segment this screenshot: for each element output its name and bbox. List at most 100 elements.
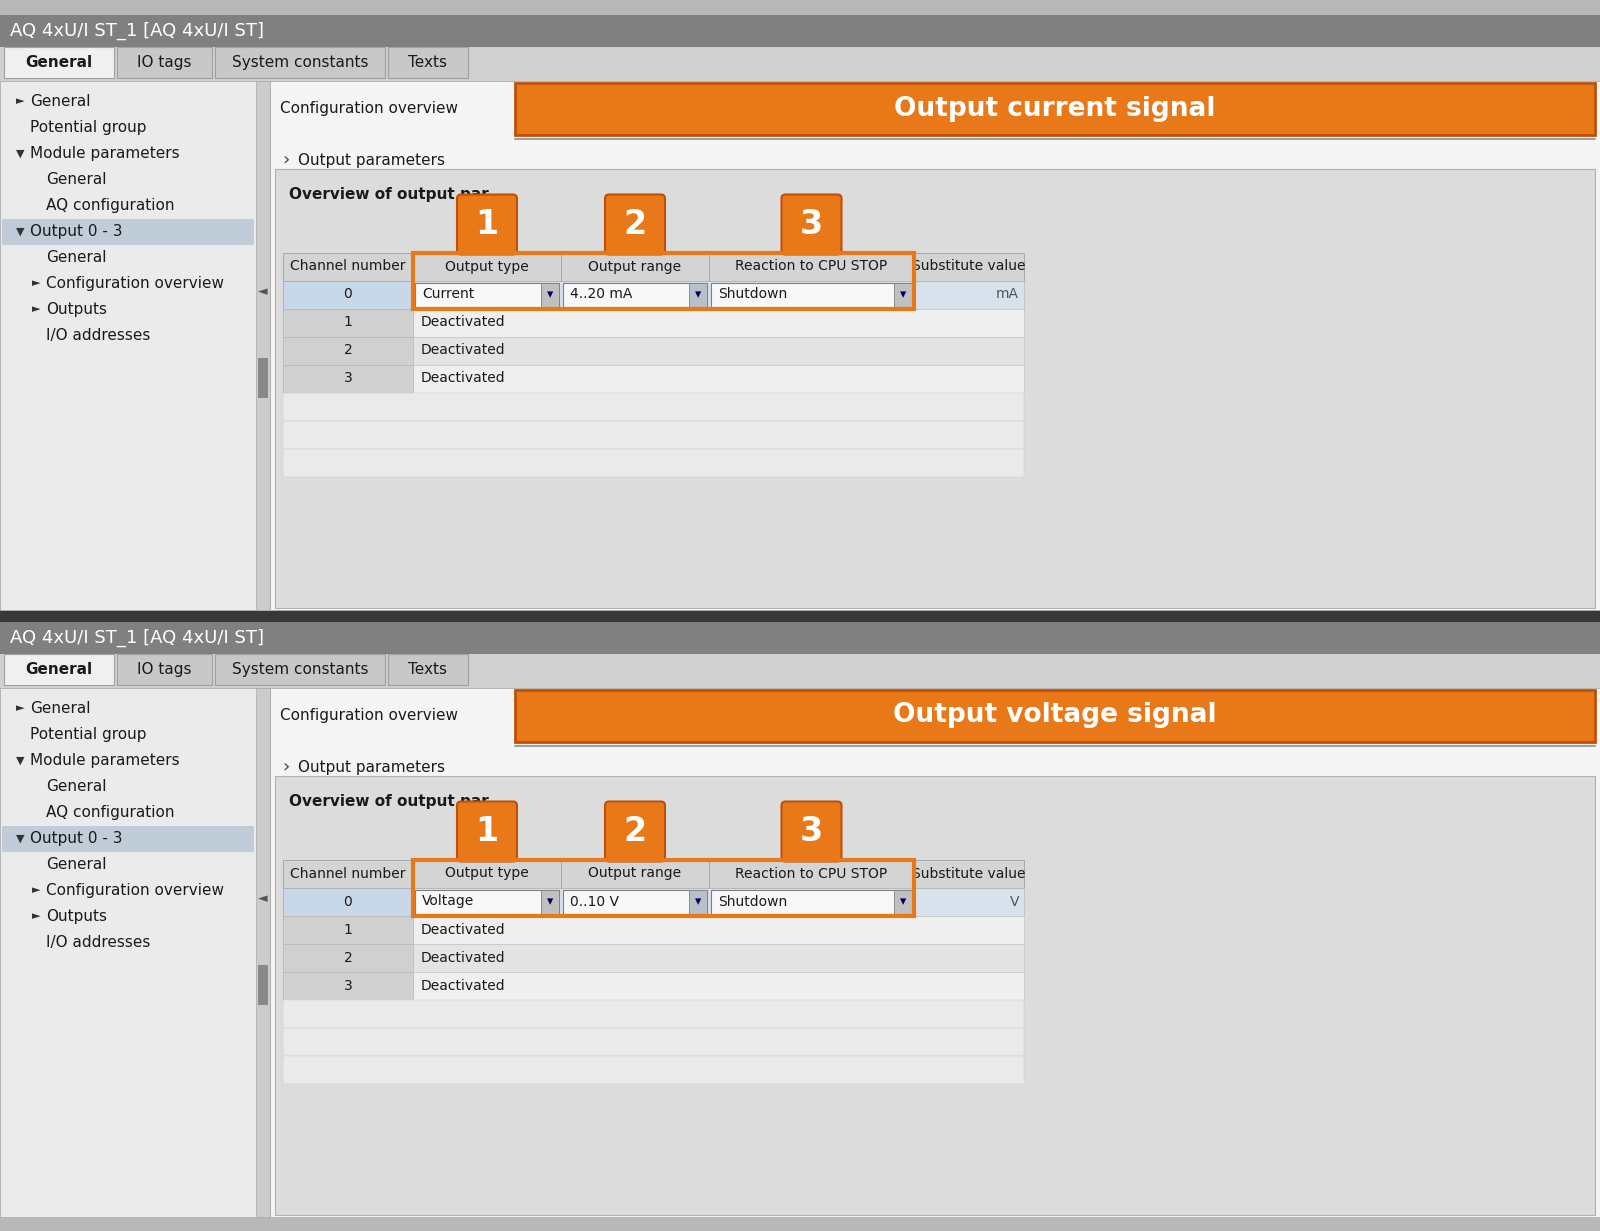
Bar xyxy=(414,282,558,307)
Bar xyxy=(283,971,1024,1000)
Bar xyxy=(283,916,413,943)
FancyBboxPatch shape xyxy=(458,194,517,255)
Text: Substitute value: Substitute value xyxy=(912,260,1026,273)
Bar xyxy=(117,654,211,684)
Text: ►: ► xyxy=(16,703,24,714)
Bar xyxy=(283,971,413,1000)
Bar xyxy=(117,47,211,78)
FancyBboxPatch shape xyxy=(458,801,517,862)
Text: 3: 3 xyxy=(800,815,822,848)
Bar xyxy=(690,890,707,913)
Text: Module parameters: Module parameters xyxy=(30,753,179,768)
Text: Output parameters: Output parameters xyxy=(298,760,445,776)
Text: ▾: ▾ xyxy=(899,288,906,302)
Bar xyxy=(563,890,707,913)
Text: Reaction to CPU STOP: Reaction to CPU STOP xyxy=(736,260,888,273)
Text: Output range: Output range xyxy=(589,260,682,273)
FancyBboxPatch shape xyxy=(781,194,842,255)
Text: Output type: Output type xyxy=(445,260,530,273)
Text: ▼: ▼ xyxy=(16,756,24,766)
Bar xyxy=(283,448,1024,476)
Bar xyxy=(283,281,413,309)
Text: 1: 1 xyxy=(344,315,352,330)
Bar xyxy=(283,309,413,336)
Bar xyxy=(283,393,1024,421)
Bar xyxy=(283,336,413,364)
Text: Deactivated: Deactivated xyxy=(421,950,506,965)
Bar xyxy=(283,1000,1024,1028)
Text: IO tags: IO tags xyxy=(138,662,192,677)
Text: Voltage: Voltage xyxy=(422,895,474,908)
Bar xyxy=(275,169,1595,608)
Text: 1: 1 xyxy=(475,815,499,848)
Bar xyxy=(283,336,1024,364)
Bar xyxy=(275,776,1595,1215)
Text: IO tags: IO tags xyxy=(138,55,192,70)
Text: 2: 2 xyxy=(344,950,352,965)
Text: Potential group: Potential group xyxy=(30,119,147,135)
Text: ›: › xyxy=(282,758,290,777)
Text: Deactivated: Deactivated xyxy=(421,343,506,357)
Bar xyxy=(283,252,1024,281)
Text: 2: 2 xyxy=(624,815,646,848)
Text: Channel number: Channel number xyxy=(290,867,406,880)
Text: 1: 1 xyxy=(475,208,499,241)
Text: General: General xyxy=(26,55,93,70)
Bar xyxy=(283,943,1024,971)
Bar xyxy=(214,654,386,684)
FancyBboxPatch shape xyxy=(605,194,666,255)
Text: ▾: ▾ xyxy=(694,288,701,302)
Text: 2: 2 xyxy=(624,208,646,241)
Text: mA: mA xyxy=(995,288,1019,302)
Text: Shutdown: Shutdown xyxy=(718,895,787,908)
Text: Output range: Output range xyxy=(589,867,682,880)
Bar xyxy=(414,890,558,913)
Text: ◄: ◄ xyxy=(258,286,267,299)
Bar xyxy=(0,80,270,609)
Text: Output 0 - 3: Output 0 - 3 xyxy=(30,831,123,846)
Bar xyxy=(413,252,914,309)
FancyBboxPatch shape xyxy=(781,801,842,862)
Text: Overview of output par: Overview of output par xyxy=(290,794,488,809)
Text: ►: ► xyxy=(32,885,40,895)
Bar xyxy=(258,965,269,1004)
Text: AQ 4xU/I ST_1 [AQ 4xU/I ST]: AQ 4xU/I ST_1 [AQ 4xU/I ST] xyxy=(10,21,264,39)
Bar xyxy=(515,689,1595,741)
Bar xyxy=(710,282,912,307)
Text: I/O addresses: I/O addresses xyxy=(46,936,150,950)
Text: 3: 3 xyxy=(344,372,352,385)
Text: Module parameters: Module parameters xyxy=(30,146,179,161)
Text: 3: 3 xyxy=(800,208,822,241)
Text: 0..10 V: 0..10 V xyxy=(570,895,619,908)
Text: Shutdown: Shutdown xyxy=(718,288,787,302)
Bar xyxy=(541,890,558,913)
Text: Overview of output par: Overview of output par xyxy=(290,187,488,202)
Bar xyxy=(283,888,1024,916)
Bar xyxy=(3,654,114,684)
Text: Output parameters: Output parameters xyxy=(298,153,445,167)
Text: General: General xyxy=(46,250,107,265)
Text: Output type: Output type xyxy=(445,867,530,880)
FancyBboxPatch shape xyxy=(605,801,666,862)
Text: Deactivated: Deactivated xyxy=(421,922,506,937)
Text: General: General xyxy=(26,662,93,677)
Bar xyxy=(894,890,912,913)
Bar xyxy=(256,687,270,1216)
Text: 0: 0 xyxy=(344,895,352,908)
Text: ▼: ▼ xyxy=(16,149,24,159)
Bar xyxy=(413,859,914,916)
Bar xyxy=(283,888,413,916)
Text: 4..20 mA: 4..20 mA xyxy=(570,288,632,302)
Text: Texts: Texts xyxy=(408,55,448,70)
Bar xyxy=(690,282,707,307)
Bar xyxy=(2,826,254,852)
Text: Potential group: Potential group xyxy=(30,728,147,742)
Text: ▾: ▾ xyxy=(899,895,906,908)
Text: Configuration overview: Configuration overview xyxy=(46,883,224,897)
Text: Configuration overview: Configuration overview xyxy=(280,708,458,723)
Bar xyxy=(258,358,269,398)
Bar xyxy=(0,47,1600,80)
Text: ▼: ▼ xyxy=(16,227,24,236)
Text: I/O addresses: I/O addresses xyxy=(46,327,150,343)
Bar xyxy=(0,622,1600,654)
